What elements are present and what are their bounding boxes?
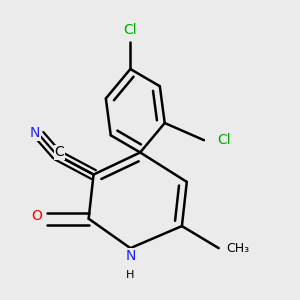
Text: CH₃: CH₃ (226, 242, 249, 255)
Text: Cl: Cl (217, 133, 230, 147)
Text: N: N (29, 126, 40, 140)
Text: H: H (126, 270, 135, 280)
Text: O: O (32, 209, 43, 223)
Text: Cl: Cl (124, 23, 137, 37)
Text: N: N (125, 248, 136, 262)
Text: C: C (54, 146, 64, 160)
